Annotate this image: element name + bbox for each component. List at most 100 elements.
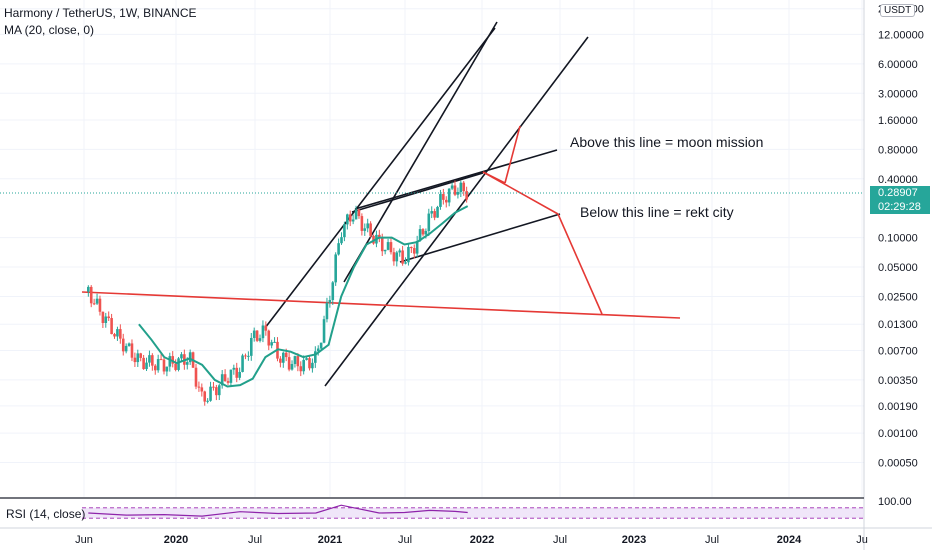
currency-badge[interactable]: USDT [880, 4, 916, 17]
candle-body [139, 353, 143, 358]
candle-body [156, 359, 160, 371]
price-tick-label: 0.80000 [878, 144, 918, 156]
candle-body [282, 352, 285, 363]
candle-body [142, 357, 145, 370]
price-tick-label: 0.00700 [878, 346, 918, 358]
candle-body [380, 237, 384, 252]
rsi-top-tick: 100.00 [878, 496, 912, 508]
candle-body [453, 185, 457, 195]
candle-body [273, 341, 276, 343]
trendline-black [343, 21, 498, 283]
candle-body [203, 391, 207, 402]
time-tick-label: Jul [553, 534, 567, 546]
candle-body [392, 252, 396, 262]
candle-body [404, 262, 407, 264]
trendline-black [354, 149, 558, 210]
candle-body [177, 358, 180, 370]
price-axis[interactable]: 22.0000012.000006.000003.000001.600000.8… [863, 0, 924, 550]
price-tick-label: 3.00000 [878, 88, 918, 100]
trendline-red [81, 291, 681, 319]
candle-body [212, 386, 215, 388]
candle-body [287, 357, 291, 370]
candle-body [261, 325, 265, 339]
candle-body [340, 237, 343, 244]
time-tick-label: Jul [398, 534, 412, 546]
price-tick-label: 0.02500 [878, 291, 918, 303]
candle-body [235, 367, 239, 378]
candle-body [351, 219, 355, 222]
candle-body [439, 194, 442, 207]
bar-countdown-label: 02:29:28 [870, 200, 930, 214]
candle-body [148, 355, 151, 363]
candle-body [87, 286, 90, 292]
candle-body [270, 342, 273, 346]
candle-body [136, 353, 140, 363]
time-tick-label: 2023 [622, 534, 646, 546]
candle-body [415, 240, 419, 254]
candle-body [168, 356, 172, 367]
candle-body [188, 352, 192, 363]
candle-body [258, 338, 262, 341]
candle-body [174, 363, 177, 370]
candle-body [442, 194, 445, 200]
candle-body [180, 354, 183, 359]
candle-body [302, 359, 305, 372]
candle-body [459, 182, 463, 193]
time-tick-label: Jul [705, 534, 719, 546]
candlesticks [87, 180, 468, 406]
price-tick-label: 0.05000 [878, 262, 918, 274]
candle-body [319, 342, 323, 349]
candle-body [308, 358, 311, 369]
candle-body [410, 246, 413, 249]
candle-body [185, 362, 189, 365]
candle-body [436, 206, 439, 218]
symbol-title[interactable]: Harmony / TetherUS, 1W, BINANCE [4, 6, 197, 20]
candle-body [200, 387, 204, 392]
candle-body [450, 185, 454, 189]
candle-body [151, 355, 154, 366]
candle-body [337, 243, 340, 255]
candle-body [121, 338, 125, 352]
time-tick-label: 2020 [164, 534, 188, 546]
candle-body [130, 343, 134, 358]
annotation-above: Above this line = moon mission [570, 134, 763, 150]
time-tick-label: Jul [248, 534, 262, 546]
candle-body [369, 223, 372, 236]
candle-body [162, 359, 166, 372]
candle-body [418, 229, 422, 241]
trendline-black [264, 27, 496, 329]
candle-body [98, 298, 102, 312]
candle-body [395, 252, 399, 262]
ma-line [138, 205, 469, 388]
candle-body [430, 211, 434, 214]
price-tick-label: 12.00000 [878, 29, 924, 41]
candle-body [462, 182, 466, 192]
candle-body [223, 374, 227, 382]
candle-body [244, 355, 247, 357]
candle-body [89, 286, 93, 304]
candle-body [314, 351, 317, 363]
price-tick-label: 0.40000 [878, 174, 918, 186]
candle-body [311, 362, 314, 369]
candle-body [92, 303, 96, 305]
ma-legend[interactable]: MA (20, close, 0) [4, 23, 95, 37]
candle-body [113, 334, 116, 337]
last-price-label: 0.28907 [870, 186, 930, 200]
candle-body [194, 367, 198, 387]
candle-body [398, 250, 402, 253]
candle-body [447, 188, 451, 203]
candle-body [389, 242, 393, 253]
candle-body [412, 248, 416, 254]
time-tick-label: 2024 [777, 534, 802, 546]
candle-body [322, 319, 326, 343]
candle-body [290, 363, 294, 370]
time-axis[interactable]: Jun 2020 Jul 2021 Jul 2022 Jul 2023 Jul 2024 Ju [0, 527, 932, 546]
candle-body [217, 385, 221, 396]
candle-body [354, 209, 358, 220]
price-tick-label: 0.01300 [878, 319, 918, 331]
price-tick-label: 6.00000 [878, 59, 918, 71]
candle-body [124, 345, 128, 352]
candle-body [159, 359, 163, 361]
candle-body [206, 400, 209, 402]
